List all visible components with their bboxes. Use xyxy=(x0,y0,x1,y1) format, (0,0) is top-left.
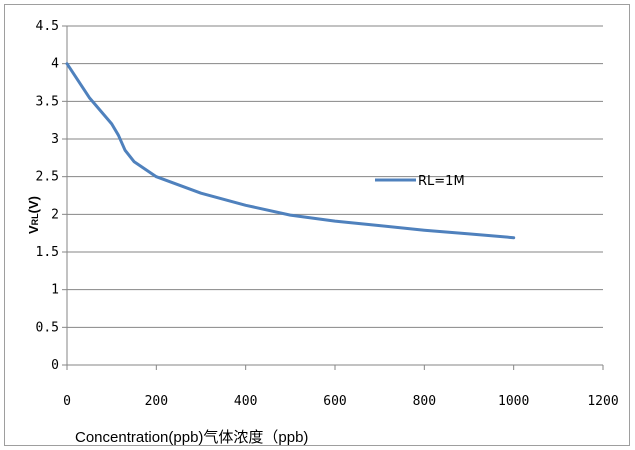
legend-label: RL=1M xyxy=(418,174,465,189)
axes xyxy=(66,26,604,370)
y-tick-label: 4 xyxy=(51,57,59,72)
x-tick-label: 200 xyxy=(145,394,168,409)
x-tick-label: 600 xyxy=(323,394,346,409)
y-tick-label: 1.5 xyxy=(36,245,59,260)
x-tick-labels: 0 200 400 600 800 1000 1200 xyxy=(63,394,619,409)
y-tick-label: 1 xyxy=(51,283,59,298)
chart-frame xyxy=(4,4,630,446)
y-tick-label: 4.5 xyxy=(36,19,59,34)
legend: RL=1M xyxy=(375,174,465,189)
y-tick-label: 0 xyxy=(51,358,59,373)
y-tick-labels: 0 0.5 1 1.5 2 2.5 3 3.5 4 4.5 xyxy=(36,19,60,373)
series-layer xyxy=(65,62,516,240)
x-tick-label: 1000 xyxy=(498,394,529,409)
x-tick-label: 0 xyxy=(63,394,71,409)
y-axis-title-main: V xyxy=(26,225,41,234)
y-tick-label: 3.5 xyxy=(36,94,59,109)
y-axis-title: VRL(V) xyxy=(26,196,41,234)
y-tick-label: 2 xyxy=(51,207,59,222)
y-axis-title-unit: (V) xyxy=(26,196,41,213)
series-line xyxy=(65,62,516,240)
x-tick-label: 400 xyxy=(234,394,257,409)
x-axis-title: Concentration(ppb)气体浓度（ppb) xyxy=(75,429,308,446)
y-tick-label: 3 xyxy=(51,132,59,147)
y-tick-label: 2.5 xyxy=(36,170,59,185)
grid-lines xyxy=(62,25,603,366)
x-tick-label: 800 xyxy=(413,394,436,409)
y-axis-title-sub: RL xyxy=(30,213,40,225)
y-tick-label: 0.5 xyxy=(36,320,59,335)
x-tick-label: 1200 xyxy=(587,394,618,409)
